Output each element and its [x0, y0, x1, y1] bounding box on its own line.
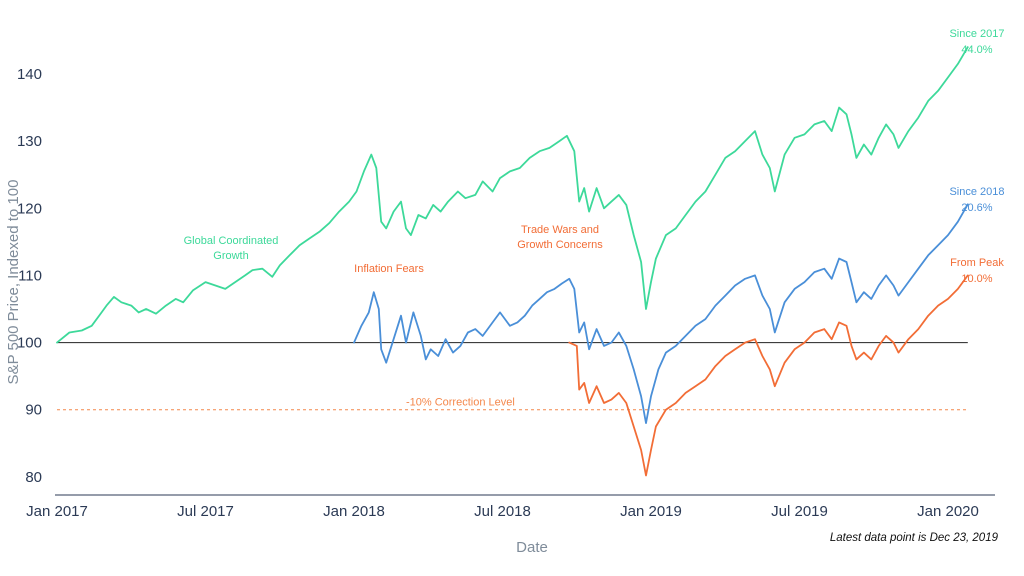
- y-tick-label: 90: [25, 402, 42, 419]
- y-tick-label: 130: [17, 133, 42, 150]
- event-annotation: Growth Concerns: [517, 239, 603, 251]
- series-end-name: Since 2018: [949, 186, 1004, 198]
- event-annotation: Inflation Fears: [354, 263, 424, 275]
- series-end-name: From Peak: [950, 257, 1004, 269]
- series-end-value: 44.0%: [961, 44, 992, 56]
- correction-label: -10% Correction Level: [406, 397, 515, 409]
- event-annotation: Global Coordinated: [184, 235, 279, 247]
- y-axis-title: S&P 500 Price, Indexed to 100: [5, 180, 22, 385]
- y-tick-label: 80: [25, 469, 42, 486]
- x-tick-label: Jul 2017: [177, 503, 234, 520]
- y-tick-label: 140: [17, 66, 42, 83]
- series-end-value: 20.6%: [961, 202, 992, 214]
- series-line-since-2017: [56, 46, 969, 344]
- x-tick-label: Jan 2017: [26, 503, 88, 520]
- x-tick-label: Jul 2019: [771, 503, 828, 520]
- footnote: Latest data point is Dec 23, 2019: [830, 532, 999, 544]
- x-tick-label: Jan 2019: [620, 503, 682, 520]
- event-annotation: Trade Wars and: [521, 224, 599, 236]
- y-tick-label: 100: [17, 335, 42, 352]
- y-tick-label: 120: [17, 200, 42, 217]
- series-end-name: Since 2017: [949, 28, 1004, 40]
- x-axis-title: Date: [516, 539, 548, 556]
- series-line-from-peak: [568, 274, 969, 477]
- x-tick-label: Jan 2020: [917, 503, 979, 520]
- series-end-value: 10.0%: [961, 273, 992, 285]
- x-tick-label: Jul 2018: [474, 503, 531, 520]
- y-tick-label: 110: [18, 267, 42, 284]
- series-line-since-2018: [353, 203, 969, 424]
- x-tick-label: Jan 2018: [323, 503, 385, 520]
- event-annotation: Growth: [213, 250, 248, 262]
